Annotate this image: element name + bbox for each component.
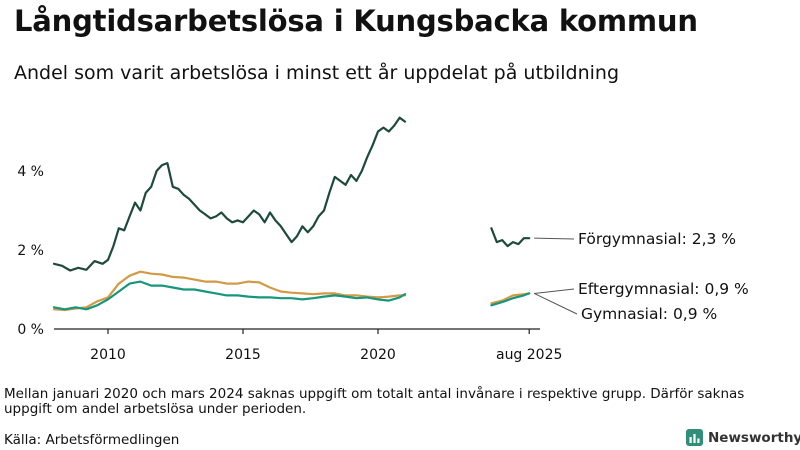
leader-line	[534, 237, 575, 240]
chart-subtitle: Andel som varit arbetslösa i minst ett å…	[14, 62, 620, 84]
series-line-gymnasial-segment-1	[52, 280, 407, 311]
leader-line	[533, 292, 578, 315]
y-tick-label: 4 %	[17, 164, 44, 180]
leader-line	[534, 288, 575, 294]
x-tick-label: 2020	[360, 347, 396, 363]
footnote: Mellan januari 2020 och mars 2024 saknas…	[4, 386, 745, 417]
brand-name: Newsworthy	[708, 429, 800, 446]
end-label-gymnasial: Gymnasial: 0,9 %	[581, 305, 717, 323]
end-label-förgymnasial: Förgymnasial: 2,3 %	[578, 230, 736, 248]
chart-title: Långtidsarbetslösa i Kungsbacka kommun	[14, 4, 698, 38]
chart-bars-icon	[686, 429, 703, 446]
x-tick-label: aug 2025	[496, 347, 562, 363]
x-tick-label: 2010	[90, 347, 126, 363]
line-chart: 0 % 2 % 4 % 2010 2015 2020 aug 2025 Förgymnas…	[17, 116, 749, 363]
series-line-förgymnasial-segment-2	[490, 227, 531, 248]
y-tick-label: 2 %	[17, 243, 44, 259]
series-line-gymnasial-segment-2	[490, 292, 531, 307]
end-labels: Förgymnasial: 2,3 % Eftergymnasial: 0,9 %…	[533, 230, 749, 323]
newsworthy-logo[interactable]: Newsworthy	[686, 429, 800, 446]
x-tick-label: 2015	[225, 347, 261, 363]
end-label-eftergymnasial: Eftergymnasial: 0,9 %	[578, 280, 749, 298]
y-axis: 0 % 2 % 4 %	[17, 164, 44, 338]
y-tick-label: 0 %	[17, 322, 44, 338]
series-line-förgymnasial-segment-1	[52, 116, 407, 272]
series-layer	[52, 116, 531, 312]
x-axis: 2010 2015 2020 aug 2025	[90, 329, 562, 363]
series-line-eftergymnasial-segment-1	[52, 270, 407, 312]
source-text: Källa: Arbetsförmedlingen	[4, 432, 180, 448]
